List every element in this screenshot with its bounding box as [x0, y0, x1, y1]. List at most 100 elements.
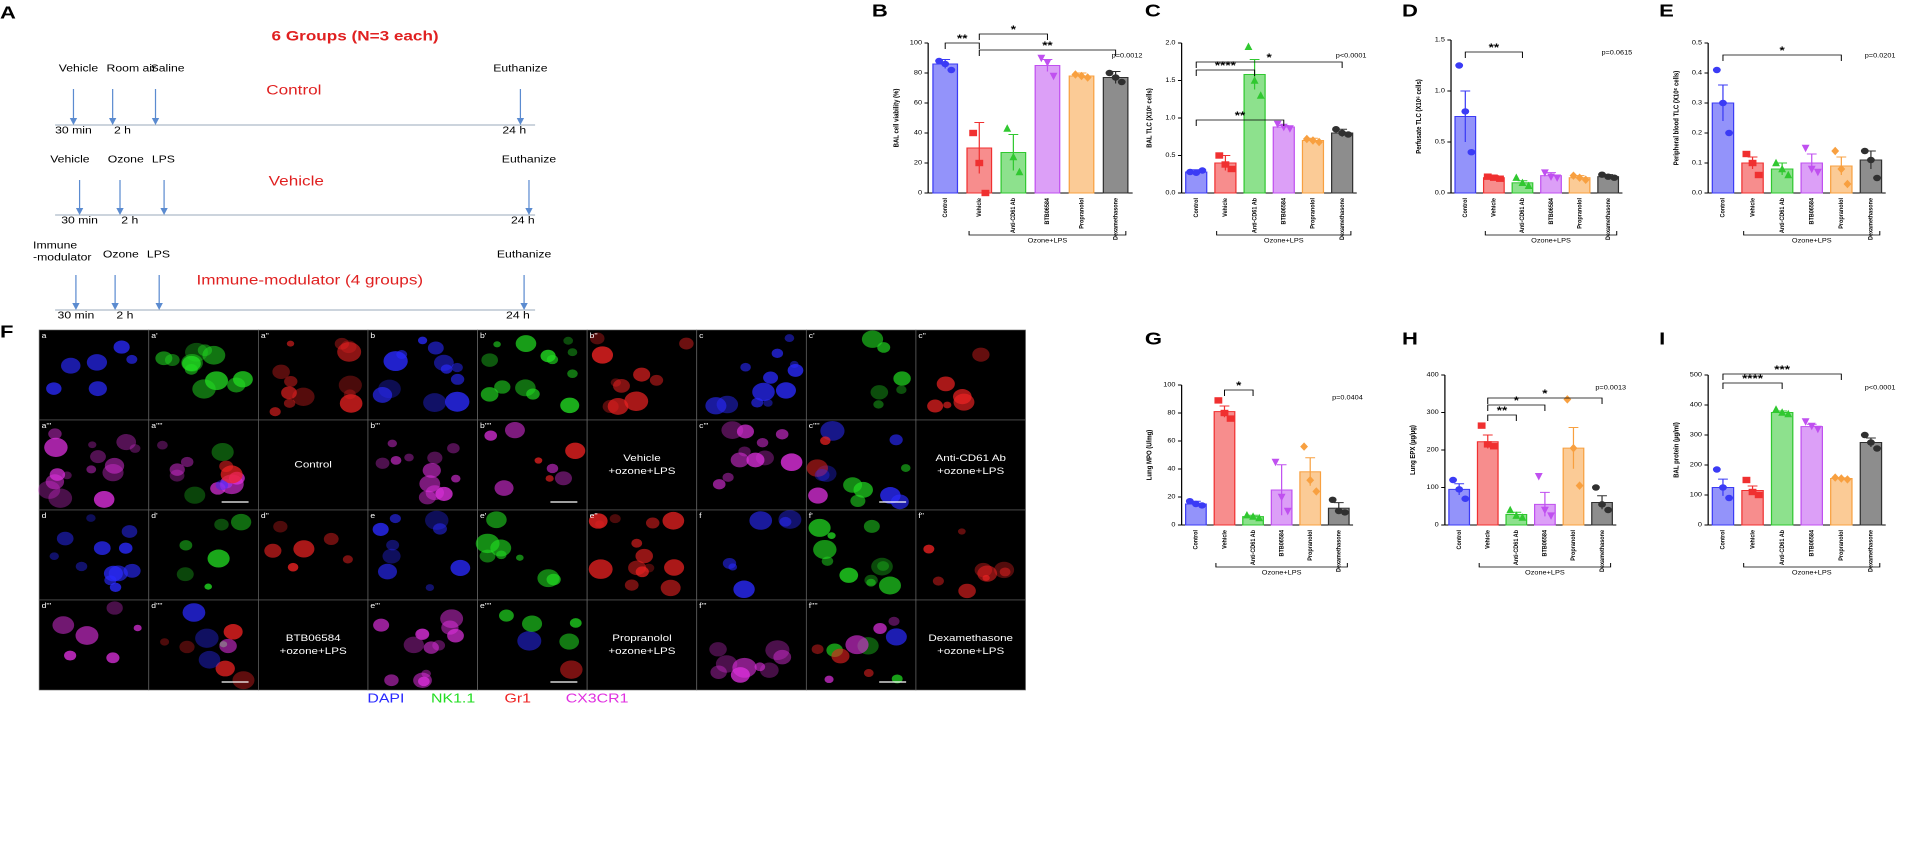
- cell-signal: [827, 532, 836, 539]
- cell-signal: [106, 652, 120, 664]
- cell-signal: [877, 561, 890, 571]
- cell-signal: [211, 442, 234, 462]
- cell-signal: [504, 421, 525, 439]
- cell-signal: [37, 480, 61, 499]
- cell-signal: [953, 393, 975, 411]
- cell-signal: [126, 354, 138, 364]
- data-point: [947, 66, 956, 74]
- cell-signal: [824, 675, 834, 684]
- panel-sublabel: f'''': [809, 602, 818, 610]
- data-point: [969, 129, 978, 137]
- group-label: Ozone+LPS: [1264, 238, 1304, 244]
- panel-letter: E: [1659, 2, 1674, 22]
- micrograph: [148, 419, 259, 511]
- cell-signal: [499, 609, 514, 622]
- x-tick-label: Propranolol: [1576, 198, 1584, 229]
- cell-signal: [403, 636, 424, 654]
- condition-label: +ozone+LPS: [280, 646, 347, 657]
- cell-signal: [486, 511, 507, 529]
- cell-signal: [219, 460, 234, 472]
- x-tick-label: Dexamethasone: [1604, 197, 1612, 240]
- cell-signal: [48, 428, 62, 440]
- cell-signal: [129, 444, 141, 453]
- cell-signal: [516, 554, 524, 561]
- x-tick-label: Control: [1462, 198, 1470, 218]
- cell-signal: [891, 674, 903, 684]
- panel-sublabel: d'''': [151, 602, 163, 610]
- significance-stars: *: [1267, 51, 1272, 64]
- cell-signal: [958, 583, 976, 599]
- significance-bracket: [1224, 389, 1254, 396]
- cell-signal: [169, 469, 185, 482]
- cell-signal: [649, 374, 664, 386]
- group-label: Ozone+LPS: [1792, 570, 1832, 576]
- data-point: [1843, 179, 1852, 189]
- cell-signal: [896, 385, 907, 395]
- cell-signal: [885, 628, 907, 646]
- y-tick-label: 400: [1690, 402, 1703, 408]
- cell-signal: [873, 400, 884, 409]
- arrow-head: [151, 118, 160, 125]
- cell-signal: [771, 348, 784, 358]
- panel-letter: B: [872, 2, 888, 22]
- cell-signal: [736, 424, 754, 439]
- data-point: [1015, 167, 1024, 176]
- x-tick-label: Vehicle: [1749, 197, 1757, 216]
- data-point: [1610, 174, 1619, 181]
- group-bracket: [968, 231, 1127, 236]
- panel-sublabel: c'': [918, 332, 926, 340]
- data-point: [1496, 175, 1504, 182]
- error-bar: [1008, 134, 1019, 171]
- micrograph: [38, 509, 150, 601]
- data-point: [1784, 170, 1793, 179]
- micrograph: [586, 419, 698, 511]
- x-tick-label: BTB06584: [1044, 197, 1052, 224]
- data-point: [1003, 124, 1012, 132]
- data-point: [1244, 42, 1253, 50]
- significance-stars: ****: [1215, 59, 1236, 72]
- cell-signal: [624, 391, 649, 412]
- cell-signal: [563, 336, 574, 345]
- y-tick-label: 0.5: [1165, 153, 1175, 159]
- data-point: [1117, 78, 1126, 86]
- cell-signal: [814, 468, 830, 482]
- time-label: 24 h: [511, 216, 535, 227]
- cell-signal: [494, 480, 514, 496]
- data-point: [1506, 505, 1515, 514]
- legend-entry: CX3CR1: [566, 692, 629, 706]
- bar: [1243, 74, 1266, 194]
- panel-letter: F: [0, 323, 13, 343]
- panel-sublabel: b': [480, 332, 487, 340]
- cell-signal: [415, 628, 430, 640]
- group-name: Control: [266, 83, 321, 98]
- cell-signal: [923, 544, 935, 554]
- data-point: [1581, 175, 1590, 184]
- panel-letter: G: [1145, 330, 1162, 350]
- data-point: [1455, 62, 1464, 69]
- legend-entry: Gr1: [504, 692, 531, 706]
- data-point: [941, 60, 950, 68]
- cell-signal: [588, 513, 608, 529]
- data-point: [1598, 501, 1606, 508]
- x-tick-label: Anti-CD61 Ab: [1519, 198, 1527, 233]
- cell-signal: [116, 434, 137, 451]
- cell-signal: [49, 552, 59, 561]
- condition-label: BTB06584: [286, 633, 341, 644]
- cell-signal: [383, 351, 408, 371]
- y-tick-label: 60: [1167, 438, 1175, 444]
- data-point: [1807, 422, 1816, 431]
- significance-bracket: [1487, 404, 1546, 411]
- data-point: [1271, 458, 1280, 467]
- cell-signal: [526, 388, 540, 400]
- data-point: [1273, 120, 1282, 129]
- cell-signal: [588, 559, 613, 579]
- significance-bracket: [1195, 119, 1285, 126]
- cell-signal: [269, 407, 281, 417]
- cell-signal: [613, 378, 630, 393]
- cell-signal: [423, 393, 447, 412]
- group-label: Ozone+LPS: [1262, 570, 1302, 576]
- data-point: [1860, 147, 1869, 155]
- cell-signal: [390, 455, 402, 465]
- arrow-head: [75, 208, 84, 215]
- data-point: [1312, 487, 1321, 496]
